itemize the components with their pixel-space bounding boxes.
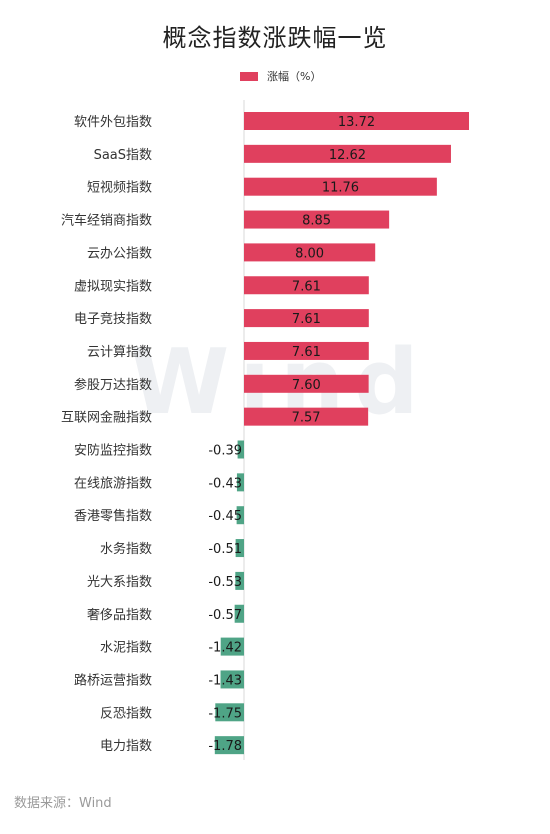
category-label: 光大系指数: [87, 575, 152, 590]
bar: [236, 506, 244, 525]
bar: [214, 736, 244, 755]
value-label: 7.60: [292, 378, 321, 393]
bar: [244, 276, 369, 295]
category-label: 反恐指数: [100, 706, 152, 721]
value-label: -1.78: [208, 739, 242, 754]
category-label: 电子竞技指数: [74, 311, 152, 327]
category-label: 电力指数: [100, 739, 152, 754]
bar: [220, 670, 244, 689]
bar: [235, 539, 244, 558]
bar: [244, 177, 437, 196]
value-label: 7.61: [292, 345, 321, 360]
value-label: -0.57: [208, 608, 242, 623]
category-label: 短视频指数: [87, 181, 152, 196]
value-label: -1.75: [208, 706, 242, 721]
value-label: 11.76: [322, 181, 359, 196]
value-label: 7.57: [292, 411, 321, 426]
bar: [237, 440, 244, 459]
bar: [235, 571, 244, 590]
value-label: 7.61: [292, 279, 321, 294]
bar: [220, 637, 244, 656]
bar: [236, 473, 244, 492]
category-label: 汽车经销商指数: [61, 213, 152, 229]
bar: [244, 210, 390, 229]
category-label: 在线旅游指数: [74, 476, 152, 491]
category-label: 奢侈品指数: [87, 608, 152, 623]
bar: [234, 604, 244, 623]
value-label: 7.61: [292, 312, 321, 327]
legend: 涨幅（%）: [240, 68, 321, 84]
bar: [244, 407, 369, 426]
category-label: 软件外包指数: [74, 115, 152, 130]
value-label: 8.85: [302, 214, 331, 229]
category-label: 互联网金融指数: [61, 410, 152, 426]
value-label: -0.39: [208, 444, 242, 459]
bar: [244, 309, 369, 328]
value-label: -1.43: [208, 673, 242, 688]
bar: [244, 144, 451, 163]
value-label: 13.72: [338, 115, 375, 130]
bar: [244, 112, 470, 130]
value-label: 8.00: [295, 246, 324, 261]
value-label: -0.53: [208, 575, 242, 590]
category-label: 云计算指数: [87, 345, 152, 360]
value-label: 12.62: [329, 148, 366, 163]
category-label: 安防监控指数: [74, 443, 152, 459]
value-label: -1.42: [208, 641, 242, 656]
category-label: 路桥运营指数: [74, 672, 152, 688]
bar: [244, 374, 369, 393]
value-label: -0.51: [208, 542, 242, 557]
value-label: -0.43: [208, 476, 242, 491]
category-label: 香港零售指数: [74, 508, 152, 524]
chart-title: 概念指数涨跌幅一览: [162, 24, 388, 52]
category-label: 参股万达指数: [74, 377, 152, 393]
bar: [215, 703, 244, 722]
value-label: -0.45: [208, 509, 242, 524]
category-label: 水务指数: [100, 541, 152, 557]
legend-swatch: [240, 71, 258, 81]
legend-label: 涨幅（%）: [267, 70, 322, 83]
bar: [244, 341, 369, 360]
source-note: 数据来源：Wind: [14, 796, 112, 811]
category-label: 虚拟现实指数: [74, 279, 152, 294]
bar: [244, 243, 376, 262]
category-label: 水泥指数: [100, 641, 152, 656]
category-label: SaaS指数: [94, 148, 152, 163]
category-label: 云办公指数: [87, 246, 152, 261]
